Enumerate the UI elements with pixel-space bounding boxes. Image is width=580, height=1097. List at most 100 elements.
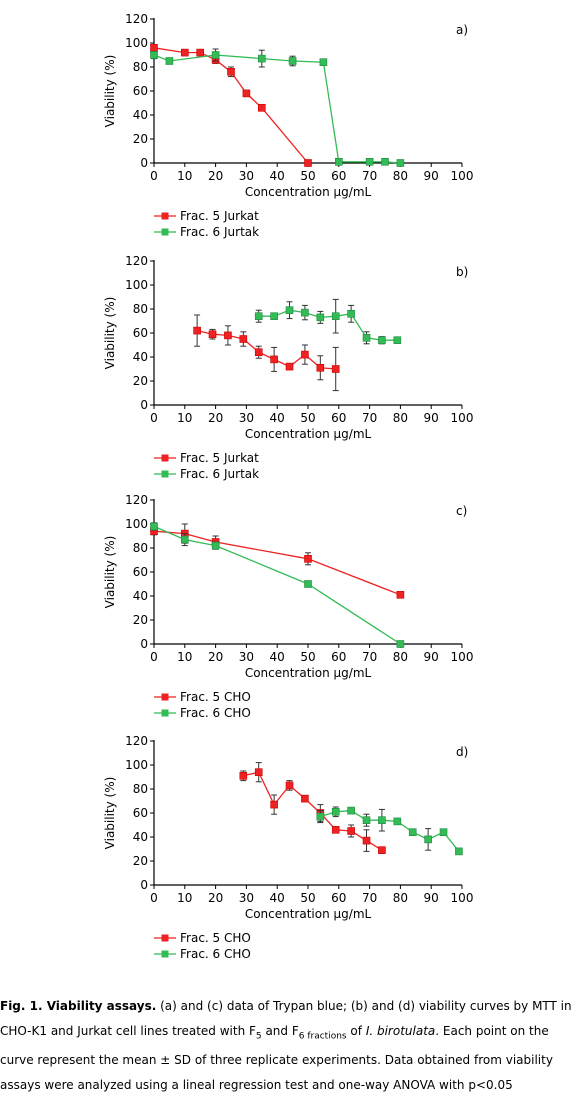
x-tick-label: 40 — [270, 891, 285, 905]
data-point — [334, 158, 343, 166]
y-axis-title: Viability (%) — [103, 536, 117, 609]
x-tick-label: 10 — [177, 411, 192, 425]
y-tick-label: 120 — [125, 12, 148, 26]
data-point — [347, 827, 355, 835]
data-point — [347, 310, 355, 318]
data-point — [365, 158, 374, 166]
panel-label: c) — [456, 504, 467, 518]
x-tick-label: 0 — [150, 169, 158, 183]
series-line — [153, 47, 309, 164]
y-tick-label: 60 — [133, 84, 148, 98]
legend-marker — [161, 228, 169, 236]
y-tick-label: 0 — [140, 398, 148, 412]
data-point — [285, 362, 294, 371]
data-point — [331, 312, 340, 320]
x-tick-label: 50 — [300, 169, 315, 183]
x-tick-label: 20 — [208, 891, 223, 905]
data-point — [331, 365, 340, 373]
data-point — [285, 306, 294, 314]
legend-entry-2: Frac. 6 Jurtak — [154, 225, 259, 239]
legend-label: Frac. 5 Jurkat — [180, 209, 259, 223]
x-tick-label: 50 — [300, 411, 315, 425]
x-tick-label: 100 — [451, 411, 474, 425]
legend-label: Frac. 6 CHO — [180, 706, 251, 720]
y-tick-label: 80 — [133, 782, 148, 796]
x-tick-label: 20 — [208, 169, 223, 183]
data-point — [196, 48, 204, 57]
legend-entry-1: Frac. 5 Jurkat — [154, 209, 259, 223]
x-tick-label: 30 — [239, 650, 254, 664]
x-tick-label: 30 — [239, 891, 254, 905]
legend-label: Frac. 6 Jurtak — [180, 467, 259, 481]
data-point — [242, 89, 251, 98]
data-point — [257, 54, 266, 63]
data-point — [362, 334, 371, 342]
x-axis-title: Concentration µg/mL — [245, 666, 372, 680]
x-tick-label: 0 — [150, 650, 158, 664]
x-tick-label: 40 — [270, 650, 285, 664]
legend-entry-1: Frac. 5 CHO — [154, 931, 251, 945]
data-point — [270, 355, 278, 364]
x-tick-label: 80 — [393, 891, 408, 905]
y-tick-label: 0 — [140, 156, 148, 170]
series-line — [153, 54, 401, 164]
x-tick-label: 80 — [393, 411, 408, 425]
data-point — [211, 541, 220, 550]
data-point — [381, 158, 389, 166]
y-tick-label: 0 — [140, 637, 148, 651]
legend-marker — [161, 454, 169, 462]
y-tick-label: 40 — [133, 830, 148, 844]
data-point — [227, 68, 235, 76]
caption-text-2d: . Each point on the — [435, 1023, 549, 1038]
x-axis-title: Concentration µg/mL — [245, 907, 372, 921]
data-point — [347, 806, 355, 815]
data-point — [378, 816, 386, 824]
y-tick-label: 60 — [133, 565, 148, 579]
data-point — [408, 828, 417, 836]
data-point — [362, 816, 371, 824]
series-2 — [150, 48, 405, 167]
legend-entry-1: Frac. 5 Jurkat — [154, 451, 259, 465]
data-point — [396, 159, 405, 167]
caption-text-2a: CHO-K1 and Jurkat cell lines treated wit… — [0, 1023, 256, 1038]
x-tick-label: 10 — [177, 650, 192, 664]
data-point — [239, 335, 248, 343]
series-2 — [254, 298, 402, 345]
series-line — [153, 525, 401, 645]
data-point — [319, 58, 328, 67]
y-tick-label: 80 — [133, 302, 148, 316]
x-tick-label: 40 — [270, 169, 285, 183]
caption-line-2: CHO-K1 and Jurkat cell lines treated wit… — [0, 1019, 580, 1049]
data-point — [439, 828, 448, 836]
y-tick-label: 100 — [125, 517, 148, 531]
x-tick-label: 60 — [331, 411, 346, 425]
legend-entry-1: Frac. 5 CHO — [154, 690, 251, 704]
y-tick-label: 60 — [133, 806, 148, 820]
x-tick-label: 40 — [270, 411, 285, 425]
y-tick-label: 40 — [133, 350, 148, 364]
data-point — [150, 51, 158, 59]
y-tick-label: 80 — [133, 541, 148, 555]
data-point — [316, 812, 325, 821]
y-tick-label: 40 — [133, 108, 148, 122]
x-tick-label: 90 — [424, 891, 439, 905]
series-1 — [239, 762, 386, 854]
legend-marker — [161, 212, 169, 220]
data-point — [396, 640, 405, 648]
data-point — [316, 313, 325, 322]
data-point — [181, 48, 189, 57]
x-tick-label: 60 — [331, 650, 346, 664]
series-1 — [193, 314, 340, 392]
caption-line-4: assays were analyzed using a lineal regr… — [0, 1077, 513, 1092]
legend-marker — [161, 693, 169, 701]
y-tick-label: 20 — [133, 854, 148, 868]
x-tick-label: 70 — [362, 411, 377, 425]
series-2 — [316, 806, 463, 856]
x-axis-title: Concentration µg/mL — [245, 185, 372, 199]
data-point — [150, 522, 158, 531]
legend-marker — [161, 470, 169, 478]
panel-label: d) — [456, 745, 468, 759]
y-tick-label: 80 — [133, 60, 148, 74]
data-point — [455, 847, 463, 856]
x-tick-label: 100 — [451, 169, 474, 183]
